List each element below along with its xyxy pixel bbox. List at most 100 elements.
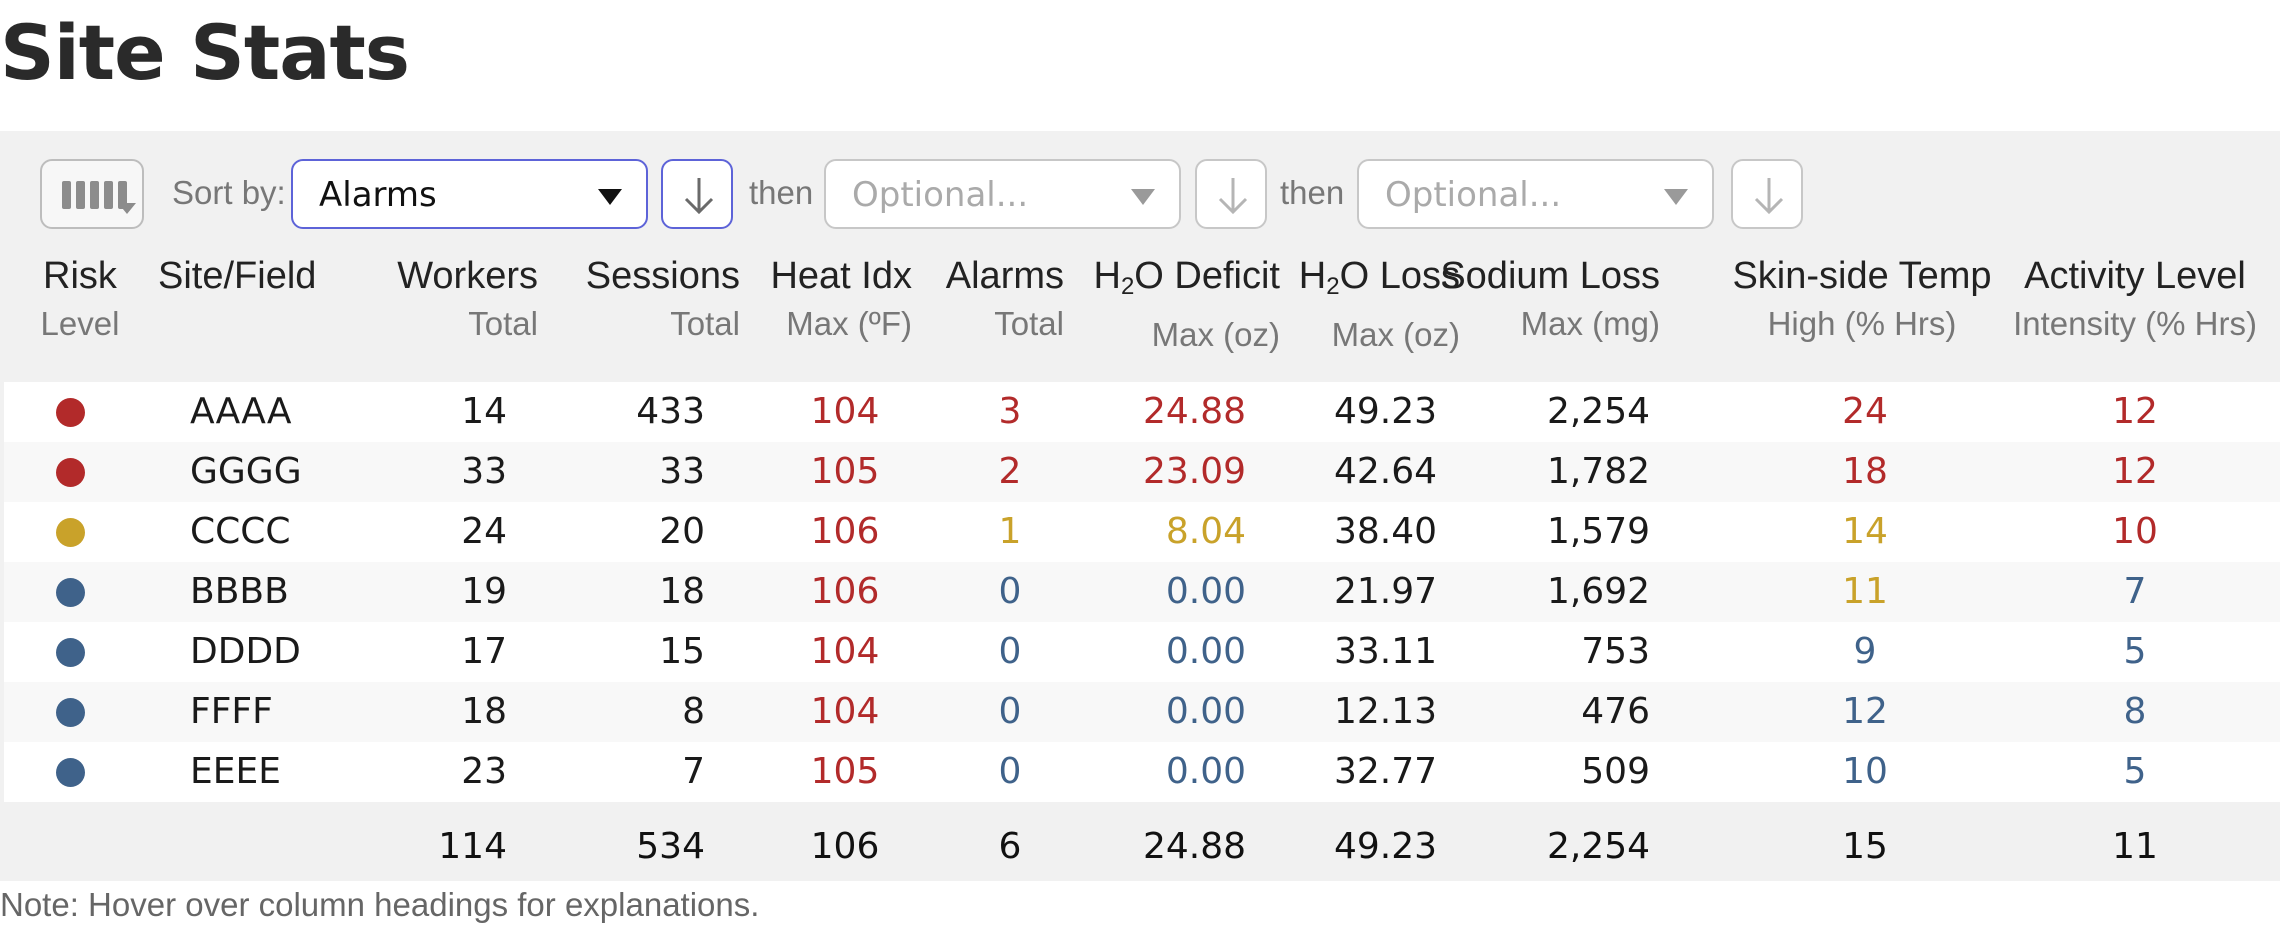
risk-level-dot [56,518,85,547]
column-header-skin-temp[interactable]: Skin-side Temp High (% Hrs) [1712,252,2012,346]
column-title: Alarms [945,255,1064,297]
cell-sessions: 8 [682,691,705,732]
cell-workers: 18 [461,691,507,732]
then-label: then [749,174,814,211]
column-header-activity-level[interactable]: Activity Level Intensity (% Hrs) [1995,252,2275,346]
cell-alarms: 3 [998,391,1022,432]
then-label: then [1280,174,1345,211]
column-header-sodium-loss[interactable]: Sodium Loss Max (mg) [1410,252,1660,346]
sort-tertiary-direction-button[interactable] [1731,159,1803,229]
sort-by-label: Sort by: [172,174,286,211]
column-title: Site/Field [158,255,317,297]
column-header-site[interactable]: Site/Field [158,252,358,302]
column-header-risk[interactable]: Risk Level [30,252,130,346]
table-row[interactable]: DDDD 17 15 104 0 0.00 33.11 753 9 5 [4,622,2280,682]
cell-skin-temp: 24 [1842,391,1888,432]
total-sessions: 534 [636,826,705,867]
cell-workers: 19 [461,571,507,612]
column-title: Sodium Loss [1440,255,1660,297]
sort-secondary-select[interactable]: Optional... [824,159,1181,229]
cell-site-name: CCCC [190,511,291,552]
cell-h2o-loss: 38.40 [1333,511,1437,552]
column-subtitle: Max (mg) [1520,305,1660,342]
cell-sessions: 7 [682,751,705,792]
cell-sodium-loss: 1,692 [1546,571,1650,612]
column-header-sessions[interactable]: Sessions Total [540,252,740,346]
cell-sodium-loss: 1,782 [1546,451,1650,492]
cell-skin-temp: 14 [1842,511,1888,552]
cell-alarms: 0 [998,751,1022,792]
cell-heat-index: 104 [810,691,880,732]
risk-level-dot [56,758,85,787]
column-title: Activity Level [2024,255,2246,297]
cell-site-name: EEEE [190,751,281,792]
risk-level-dot [56,698,85,727]
total-activity-level: 11 [2112,826,2158,867]
cell-activity-level: 5 [2123,631,2147,672]
cell-skin-temp: 11 [1842,571,1888,612]
cell-sessions: 33 [659,451,705,492]
total-h2o-loss: 49.23 [1333,826,1437,867]
cell-heat-index: 104 [810,391,880,432]
cell-heat-index: 106 [810,571,880,612]
cell-heat-index: 105 [810,751,880,792]
table-row[interactable]: BBBB 19 18 106 0 0.00 21.97 1,692 11 7 [4,562,2280,622]
cell-heat-index: 106 [810,511,880,552]
table-row[interactable]: CCCC 24 20 106 1 8.04 38.40 1,579 14 10 [4,502,2280,562]
cell-activity-level: 12 [2112,391,2158,432]
cell-activity-level: 10 [2112,511,2158,552]
totals-row: 114 534 106 6 24.88 49.23 2,254 15 11 [0,812,2280,881]
sort-primary-select[interactable]: Alarms [291,159,648,229]
column-title: Risk [43,255,117,297]
column-subtitle: Intensity (% Hrs) [2013,305,2257,342]
column-header-h2o-loss[interactable]: H2O Loss Max (oz) [1210,252,1460,357]
sort-secondary-direction-button[interactable] [1195,159,1267,229]
cell-h2o-loss: 21.97 [1333,571,1437,612]
column-subtitle: Total [468,305,538,342]
page-title: Site Stats [0,8,410,97]
column-header-heat-index[interactable]: Heat Idx Max (ºF) [712,252,912,346]
sort-tertiary-select[interactable]: Optional... [1357,159,1714,229]
cell-alarms: 1 [998,511,1022,552]
table-row[interactable]: FFFF 18 8 104 0 0.00 12.13 476 12 8 [4,682,2280,742]
table-body: AAAA 14 433 104 3 24.88 49.23 2,254 24 12 GGGG 33 3… [4,382,2280,802]
cell-workers: 14 [461,391,507,432]
sort-primary-direction-button[interactable] [661,159,733,229]
cell-alarms: 0 [998,571,1022,612]
sort-tertiary-value: Optional... [1385,175,1562,215]
arrow-down-icon [1754,178,1784,215]
cell-h2o-deficit: 8.04 [1165,511,1246,552]
column-subtitle: Max (oz) [1331,316,1460,353]
cell-skin-temp: 18 [1842,451,1888,492]
cell-h2o-deficit: 0.00 [1165,691,1246,732]
column-header-alarms[interactable]: Alarms Total [864,252,1064,346]
table-row[interactable]: EEEE 23 7 105 0 0.00 32.77 509 10 5 [4,742,2280,802]
risk-level-dot [56,398,85,427]
column-title: H2O Deficit [1093,255,1280,300]
dropdown-arrow-icon [1664,189,1688,205]
cell-h2o-loss: 12.13 [1333,691,1437,732]
cell-activity-level: 7 [2123,571,2147,612]
cell-activity-level: 5 [2123,751,2147,792]
table-row[interactable]: GGGG 33 33 105 2 23.09 42.64 1,782 18 12 [4,442,2280,502]
column-title: H2O Loss [1298,255,1460,300]
cell-sodium-loss: 753 [1581,631,1650,672]
column-title: Heat Idx [770,255,912,297]
column-header-h2o-deficit[interactable]: H2O Deficit Max (oz) [1030,252,1280,357]
column-title: Sessions [585,255,740,297]
column-header-workers[interactable]: Workers Total [338,252,538,346]
cell-sodium-loss: 509 [1581,751,1650,792]
sort-secondary-value: Optional... [852,175,1029,215]
risk-level-dot [56,638,85,667]
cell-site-name: GGGG [190,451,302,492]
cell-h2o-deficit: 0.00 [1165,751,1246,792]
dropdown-arrow-icon [598,189,622,205]
column-subtitle: Total [994,305,1064,342]
cell-h2o-loss: 49.23 [1333,391,1437,432]
column-chooser-button[interactable] [40,159,144,229]
table-row[interactable]: AAAA 14 433 104 3 24.88 49.23 2,254 24 12 [4,382,2280,442]
column-subtitle: Total [670,305,740,342]
cell-heat-index: 105 [810,451,880,492]
cell-sessions: 433 [636,391,705,432]
cell-h2o-loss: 33.11 [1333,631,1437,672]
